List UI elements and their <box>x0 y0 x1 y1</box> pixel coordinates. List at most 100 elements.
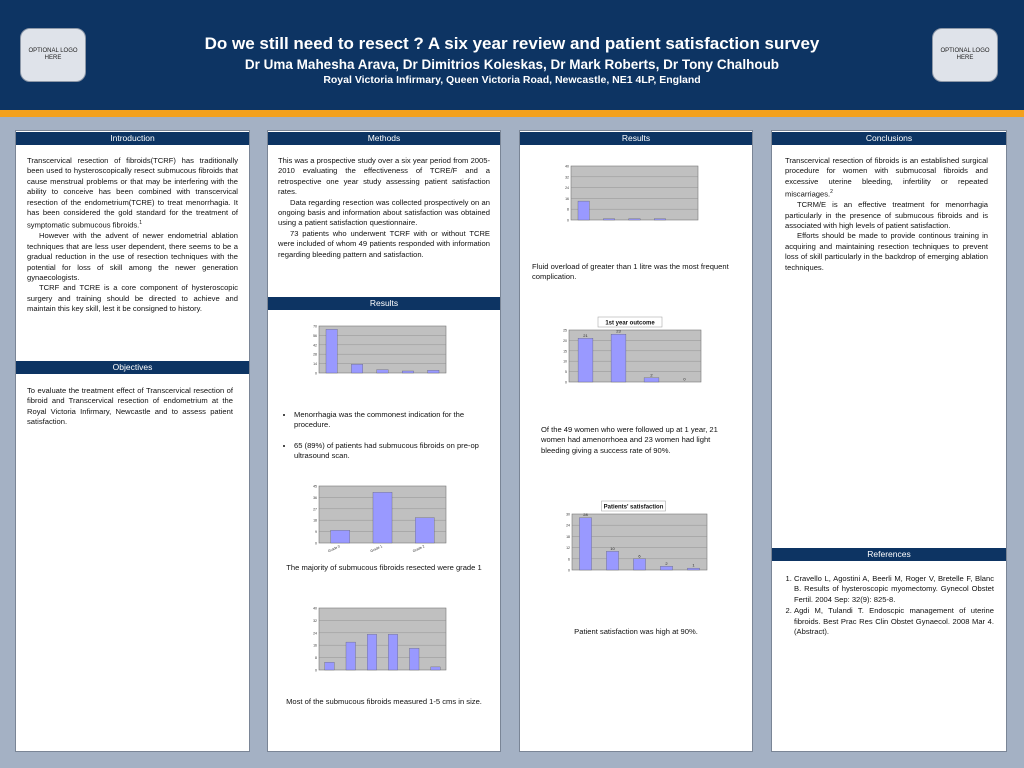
bar <box>388 634 398 671</box>
y-tick-label: 24 <box>313 631 317 635</box>
bar <box>372 492 393 544</box>
y-tick-label: 0 <box>565 381 567 385</box>
y-tick-label: 28 <box>313 353 317 357</box>
chart-title-box <box>601 500 666 512</box>
y-tick-label: 10 <box>563 360 567 364</box>
indication-chart: 0 14 28 42 56 70 <box>313 325 447 376</box>
bar <box>687 567 700 571</box>
bar <box>577 200 590 221</box>
bar <box>603 218 615 221</box>
conclusions-citation-2: 2 <box>830 189 833 196</box>
references-list: Cravello L, Agostini A, Beerli M, Roger … <box>780 574 994 638</box>
column-4 <box>771 130 1007 752</box>
column-3 <box>519 130 753 752</box>
bar <box>351 364 363 374</box>
caption-complications: Fluid overload of greater than 1 litre w… <box>532 262 729 282</box>
y-tick-label: 45 <box>313 485 317 489</box>
x-tick-label: Grade 1 <box>370 544 383 553</box>
bar <box>427 370 440 374</box>
y-tick-label: 70 <box>313 325 317 329</box>
y-tick-label: 40 <box>565 165 569 169</box>
y-tick-label: 9 <box>315 530 317 534</box>
y-tick-label: 12 <box>566 546 570 550</box>
intro-paragraph-2: However with the advent of newer endomet… <box>27 231 238 282</box>
bar <box>415 517 435 544</box>
intro-citation-1: 1 <box>139 220 143 227</box>
bar <box>628 218 641 221</box>
objectives-text: To evaluate the treatment effect of Tran… <box>27 386 233 427</box>
objectives-heading: Objectives <box>16 361 249 374</box>
y-tick-label: 0 <box>568 569 570 573</box>
reference-2: Agdi M, Tulandi T. Endoscpic management … <box>794 606 994 637</box>
y-tick-label: 5 <box>565 370 567 374</box>
data-label: 23 <box>616 329 621 334</box>
poster-authors: Dr Uma Mahesha Arava, Dr Dimitrios Koles… <box>244 57 780 72</box>
satisfaction-chart: Patients' satisfaction 0 6 12 18 24 30 28 10 6 2 1 <box>566 500 708 573</box>
chart-title: Patients' satisfaction <box>604 505 664 511</box>
bar <box>577 338 594 383</box>
bar <box>376 369 389 374</box>
y-tick-label: 18 <box>313 519 317 523</box>
bar <box>633 558 646 571</box>
bar <box>330 530 350 544</box>
data-label: 6 <box>638 553 641 558</box>
bar <box>606 551 619 571</box>
conclusions-paragraph-3: Efforts should be made to provide contin… <box>785 231 988 272</box>
bar <box>643 377 660 383</box>
y-tick-label: 14 <box>313 362 317 366</box>
plot-area <box>570 165 699 221</box>
y-tick-label: 15 <box>563 349 567 353</box>
poster-affiliation: Royal Victoria Infirmary, Queen Victoria… <box>323 74 701 86</box>
bar <box>402 370 414 374</box>
y-tick-label: 16 <box>313 644 317 648</box>
y-tick-label: 8 <box>315 656 317 660</box>
introduction-text: Transcervical resection of fibroids(TCRF… <box>27 156 238 315</box>
plot-area <box>318 325 447 374</box>
x-tick-label: Grade 2 <box>412 544 425 553</box>
methods-text: This was a prospective study over a six … <box>278 156 490 260</box>
y-tick-label: 16 <box>565 197 569 201</box>
bar <box>325 329 338 374</box>
accent-stripe <box>0 110 1024 117</box>
caption-size: Most of the submucous fibroids measured … <box>286 697 482 706</box>
y-tick-label: 25 <box>563 329 567 333</box>
y-tick-label: 24 <box>566 524 570 528</box>
methods-paragraph-1: This was a prospective study over a six … <box>278 156 490 197</box>
x-tick-label: Grade 0 <box>327 544 340 553</box>
results-heading-right: Results <box>520 132 752 145</box>
y-tick-label: 0 <box>567 219 569 223</box>
data-label: 2 <box>650 372 653 377</box>
y-tick-label: 30 <box>566 513 570 517</box>
y-tick-label: 56 <box>313 334 317 338</box>
y-tick-label: 36 <box>313 496 317 500</box>
intro-paragraph-3: TCRF and TCRE is a core component of hys… <box>27 283 238 314</box>
caption-satisfaction: Patient satisfaction was high at 90%. <box>574 627 698 636</box>
references-heading: References <box>772 548 1006 561</box>
bar <box>579 517 592 571</box>
bar <box>430 666 441 671</box>
grade-chart: 0 9 18 27 36 45 Grade 0 Grade 1 Grade 2 <box>313 485 447 553</box>
methods-paragraph-2: Data regarding resection was collected p… <box>278 197 490 228</box>
y-tick-label: 8 <box>567 208 569 212</box>
reference-1: Cravello L, Agostini A, Beerli M, Roger … <box>794 574 994 605</box>
right-logo-placeholder: OPTIONAL LOGO HERE <box>932 28 998 82</box>
y-tick-label: 32 <box>565 175 569 179</box>
conclusions-text: Transcervical resection of fibroids is a… <box>785 156 988 273</box>
caption-grade: The majority of submucous fibroids resec… <box>286 563 482 572</box>
caption-outcome: Of the 49 women who were followed up at … <box>541 425 718 455</box>
y-tick-label: 6 <box>568 557 570 561</box>
bullet-menorrhagia: Menorrhagia was the commonest indication… <box>294 410 487 431</box>
conclusions-heading: Conclusions <box>772 132 1006 145</box>
y-tick-label: 0 <box>315 542 317 546</box>
bullet-submucous: 65 (89%) of patients had submucous fibro… <box>294 441 487 462</box>
bar <box>367 634 377 671</box>
bar <box>345 641 356 671</box>
size-chart: 0 8 16 24 32 40 <box>313 607 447 673</box>
data-label: 0 <box>683 377 686 382</box>
complications-chart: 0 8 16 24 32 40 <box>565 165 699 223</box>
y-tick-label: 40 <box>313 607 317 611</box>
y-tick-label: 18 <box>566 535 570 539</box>
results-bullets: Menorrhagia was the commonest indication… <box>282 410 487 472</box>
data-label: 2 <box>665 561 668 566</box>
